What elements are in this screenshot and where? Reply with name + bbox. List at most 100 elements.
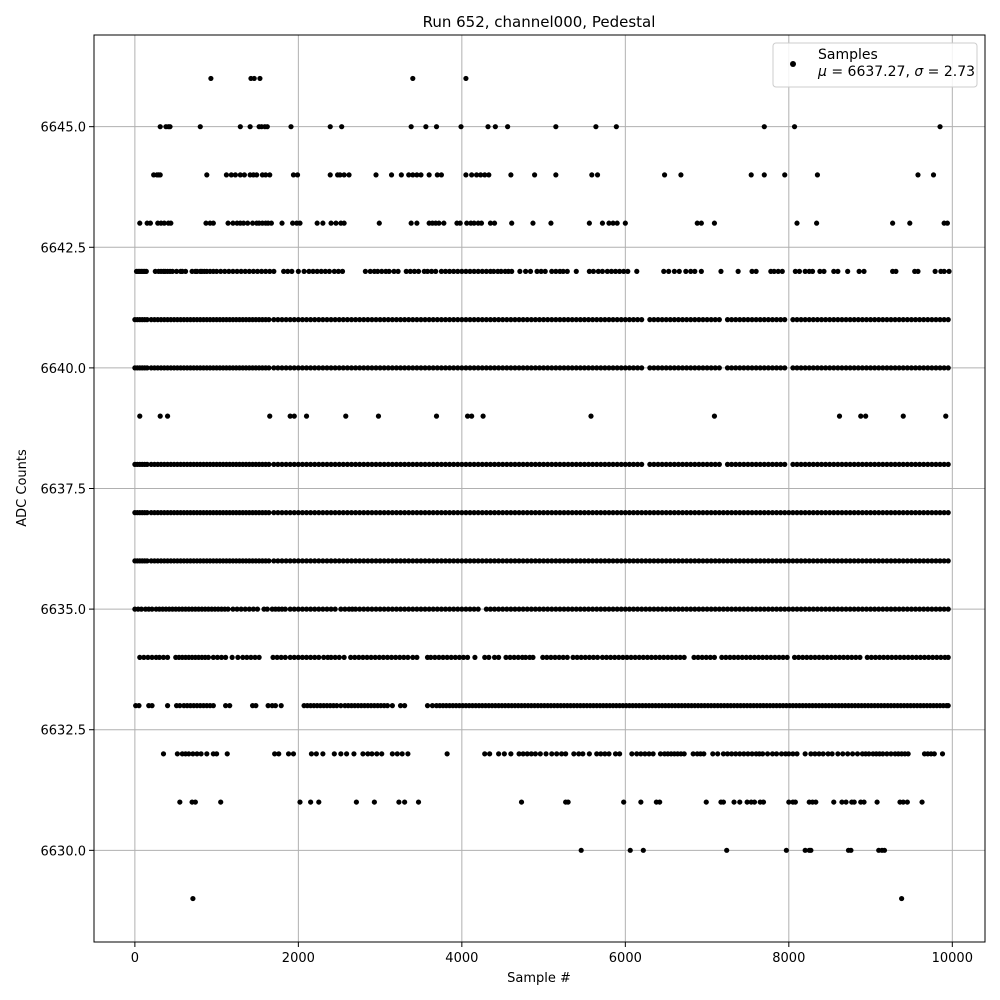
data-point	[678, 172, 684, 178]
data-point	[167, 124, 173, 130]
data-point	[773, 461, 780, 467]
data-point	[581, 606, 588, 612]
data-point	[406, 606, 412, 612]
data-point	[741, 751, 747, 757]
data-point	[402, 703, 408, 709]
data-point	[594, 606, 600, 612]
data-point	[671, 268, 677, 274]
data-point	[475, 461, 481, 467]
data-point	[324, 558, 330, 564]
legend-stats-label: μ = 6637.27, σ = 2.73	[817, 64, 975, 80]
data-point	[741, 461, 747, 467]
data-point	[487, 558, 494, 564]
data-point	[851, 365, 857, 371]
data-point	[749, 606, 755, 612]
data-point	[912, 606, 919, 612]
data-point	[876, 654, 883, 660]
data-point	[362, 268, 368, 274]
data-point	[424, 268, 431, 274]
data-point	[848, 847, 854, 853]
data-point	[428, 654, 434, 660]
data-point	[266, 461, 272, 467]
data-point	[336, 654, 342, 660]
data-point	[540, 461, 547, 467]
data-point	[270, 654, 276, 660]
data-point	[186, 751, 192, 757]
data-point	[561, 510, 567, 516]
data-point	[917, 365, 923, 371]
data-point	[267, 413, 273, 419]
data-point	[240, 220, 247, 226]
data-point	[704, 558, 710, 564]
data-point	[908, 558, 915, 564]
data-point	[442, 365, 449, 371]
data-point	[516, 558, 522, 564]
data-point	[663, 317, 669, 323]
data-point	[806, 558, 812, 564]
data-point	[929, 558, 935, 564]
data-point	[806, 606, 812, 612]
data-point	[724, 365, 731, 371]
data-point	[291, 654, 297, 660]
data-point	[545, 461, 551, 467]
data-point	[835, 461, 841, 467]
data-point	[855, 461, 861, 467]
data-point	[698, 220, 704, 226]
data-point	[856, 268, 862, 274]
data-point	[696, 317, 702, 323]
data-point	[545, 317, 551, 323]
data-point	[602, 317, 608, 323]
data-point	[610, 606, 616, 612]
data-point	[528, 510, 534, 516]
data-point	[712, 317, 718, 323]
data-point	[464, 654, 471, 660]
data-point	[500, 317, 506, 323]
data-point	[586, 751, 592, 757]
data-point	[430, 558, 436, 564]
data-point	[426, 606, 432, 612]
data-point	[569, 317, 575, 323]
data-point	[802, 606, 808, 612]
data-point	[223, 703, 229, 709]
data-point	[557, 365, 563, 371]
data-point	[222, 268, 228, 274]
data-point	[590, 268, 597, 274]
data-point	[845, 268, 851, 274]
data-point	[295, 365, 301, 371]
data-point	[430, 317, 436, 323]
data-point	[893, 268, 899, 274]
data-point	[937, 606, 943, 612]
data-point	[598, 461, 604, 467]
data-point	[790, 606, 796, 612]
data-point	[238, 606, 244, 612]
data-point	[504, 606, 510, 612]
data-point	[769, 510, 776, 516]
data-point	[289, 268, 295, 274]
data-point	[630, 317, 637, 323]
data-point	[684, 558, 690, 564]
data-point	[380, 654, 386, 660]
data-point	[218, 268, 224, 274]
data-point	[452, 654, 458, 660]
data-point	[561, 317, 567, 323]
data-point	[244, 654, 250, 660]
data-point	[214, 268, 220, 274]
data-point	[724, 558, 731, 564]
data-point	[835, 268, 841, 274]
data-point	[524, 510, 530, 516]
data-point	[235, 654, 241, 660]
data-point	[218, 799, 224, 805]
data-point	[735, 654, 741, 660]
data-point	[806, 365, 812, 371]
data-point	[606, 606, 612, 612]
data-point	[814, 220, 820, 226]
data-point	[227, 703, 233, 709]
data-point	[912, 365, 919, 371]
data-point	[299, 558, 306, 564]
data-point	[520, 317, 526, 323]
data-point	[190, 895, 196, 902]
data-point	[456, 654, 462, 660]
data-point	[373, 461, 379, 467]
data-point	[553, 124, 559, 130]
data-point	[798, 365, 804, 371]
